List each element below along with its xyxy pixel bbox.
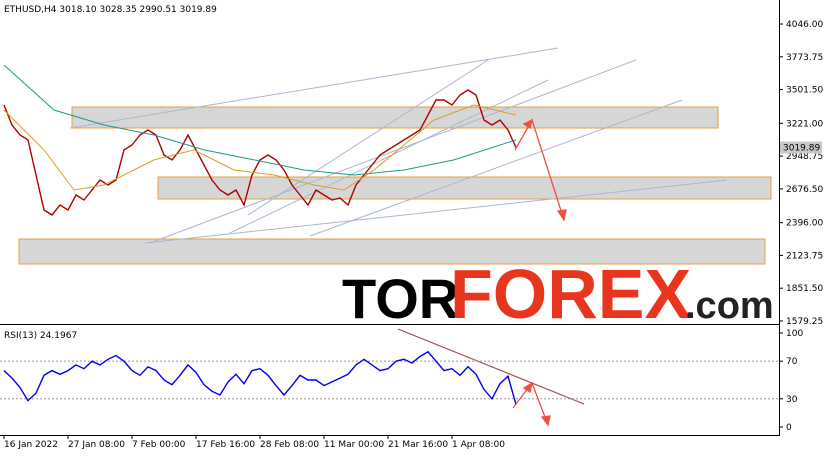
zone: [71, 106, 719, 129]
y-tick-label: 3221.00: [786, 119, 823, 129]
series-line: [3, 350, 517, 405]
watermark-text: TOR: [342, 267, 459, 330]
last-price-box: [780, 141, 822, 154]
arrows: [512, 118, 567, 427]
y-tick-label: 2948.75: [786, 152, 823, 162]
y-tick-label: 0: [786, 423, 792, 433]
x-tick-label: 1 Apr 08:00: [452, 440, 505, 450]
series-line: [3, 64, 517, 176]
x-tick-label: 28 Feb 08:00: [260, 440, 319, 450]
y-tick-label: 4046.00: [786, 20, 823, 30]
trend-line: [397, 328, 585, 405]
y-tick-label: 2123.75: [786, 251, 823, 261]
watermark-text: FOREX: [450, 255, 691, 333]
y-tick-label: 1851.50: [786, 284, 823, 294]
x-tick-label: 17 Feb 16:00: [196, 440, 255, 450]
watermark-text: .com: [685, 285, 774, 327]
zone: [18, 238, 766, 265]
y-tick-label: 1579.25: [786, 317, 823, 327]
y-tick-label: 3501.50: [786, 86, 823, 96]
x-tick-label: 27 Jan 08:00: [68, 440, 125, 450]
y-tick-label: 70: [786, 357, 798, 367]
series-line: [3, 89, 517, 216]
trend-lines: [69, 47, 728, 244]
watermark: TOR FOREX .com: [342, 255, 774, 333]
x-tick-label: 11 Mar 00:00: [324, 440, 384, 450]
x-tick-label: 16 Jan 2022: [4, 440, 58, 450]
series-line: [3, 104, 517, 191]
y-tick-label: 30: [786, 395, 798, 405]
x-tick-label: 21 Mar 16:00: [388, 440, 448, 450]
y-tick-label: 3773.75: [786, 53, 823, 63]
rsi-title: RSI(13) 24.1967: [4, 331, 77, 341]
y-tick-label: 100: [786, 329, 803, 339]
last-price-label: 3019.89: [783, 144, 820, 154]
chart-title: ETHUSD,H4 3018.10 3028.35 2990.51 3019.8…: [4, 5, 217, 15]
x-tick-label: 7 Feb 00:00: [132, 440, 186, 450]
y-tick-label: 2676.50: [786, 185, 823, 195]
y-tick-label: 2396.00: [786, 219, 823, 229]
